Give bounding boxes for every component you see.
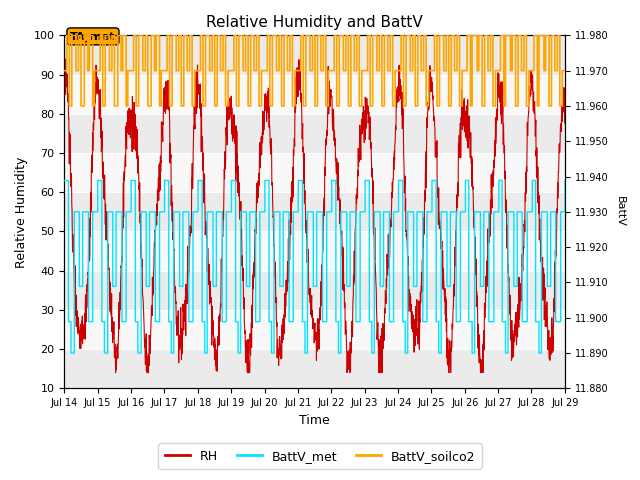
Bar (64, 114, 565, 153)
Text: TA_met: TA_met (70, 31, 116, 42)
Bar (64, 192, 565, 231)
Y-axis label: Relative Humidity: Relative Humidity (15, 156, 28, 267)
Y-axis label: BattV: BattV (615, 196, 625, 227)
X-axis label: Time: Time (299, 414, 330, 427)
Title: Relative Humidity and BattV: Relative Humidity and BattV (206, 15, 423, 30)
Bar (64, 349, 565, 388)
Bar (64, 153, 565, 192)
Bar (64, 231, 565, 271)
Bar (64, 310, 565, 349)
Bar (64, 36, 565, 74)
Bar (64, 271, 565, 310)
Bar (64, 0, 565, 36)
Bar (64, 74, 565, 114)
Legend: RH, BattV_met, BattV_soilco2: RH, BattV_met, BattV_soilco2 (158, 444, 482, 469)
